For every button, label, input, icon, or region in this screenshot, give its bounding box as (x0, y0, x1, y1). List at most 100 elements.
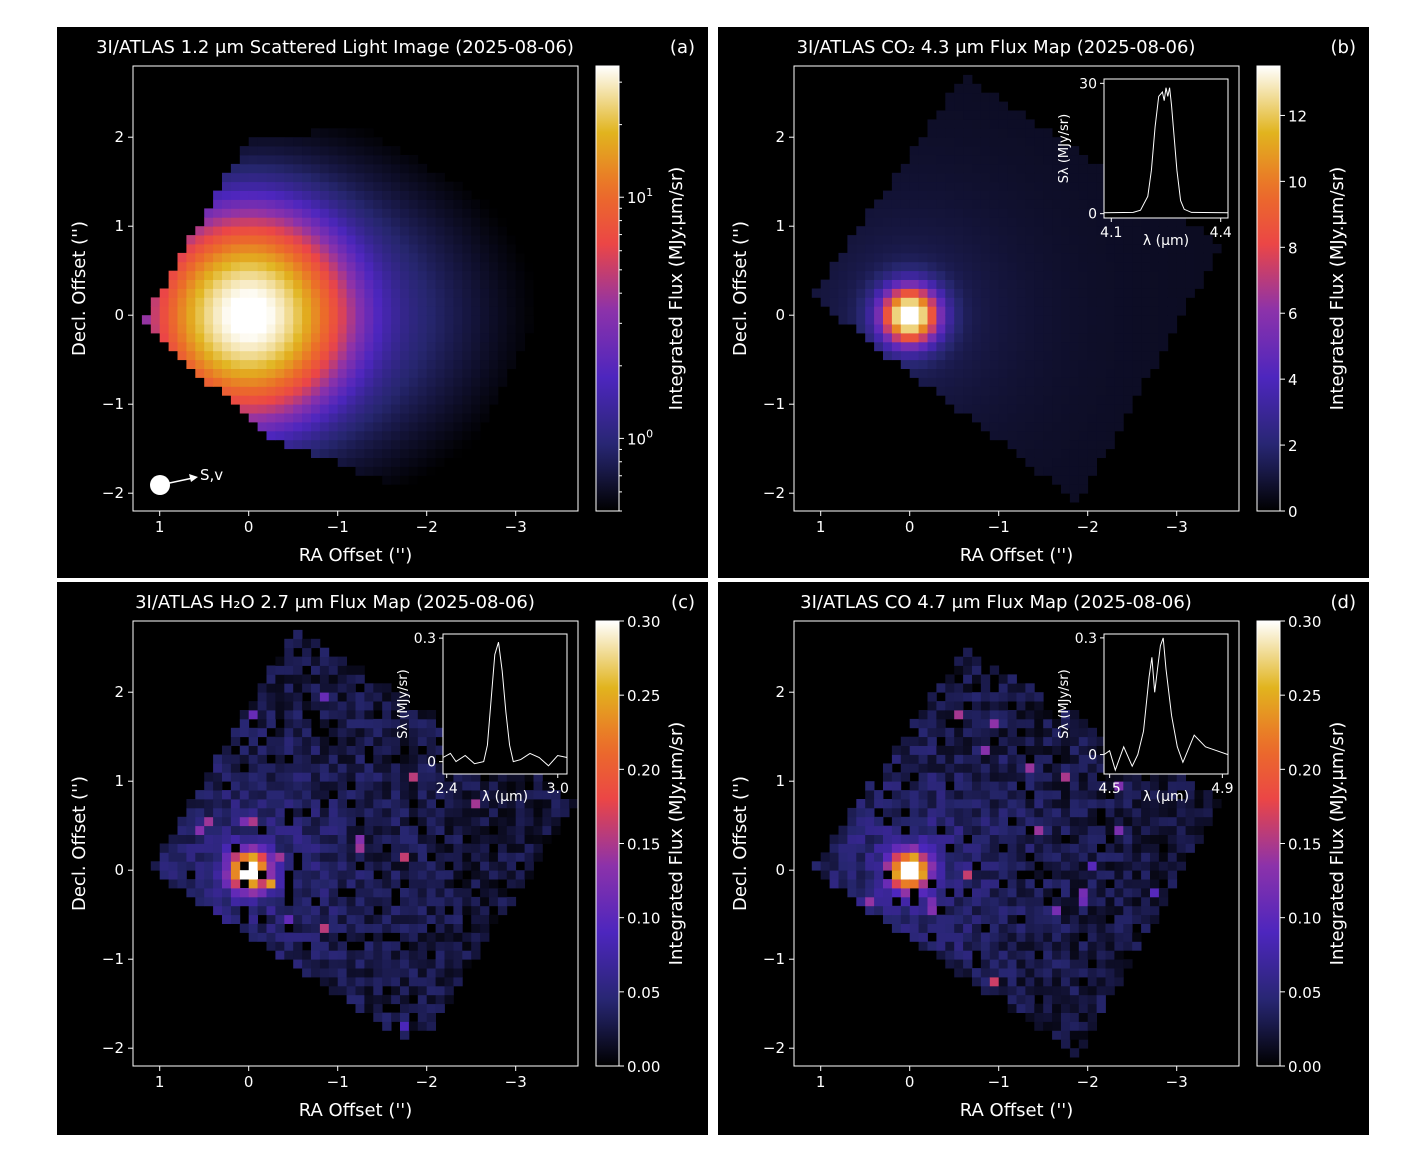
heatmap-pixel (302, 333, 312, 343)
heatmap-pixel (1078, 834, 1089, 844)
heatmap-pixel (1043, 244, 1053, 254)
heatmap-pixel (222, 852, 232, 862)
heatmap-pixel (1078, 879, 1089, 889)
heatmap-pixel (302, 781, 312, 791)
heatmap-pixel (883, 772, 893, 782)
heatmap-pixel (1150, 790, 1160, 800)
heatmap-pixel (1114, 905, 1124, 916)
heatmap-pixel (560, 252, 570, 263)
heatmap-pixel (319, 181, 330, 191)
heatmap-pixel (319, 190, 330, 200)
heatmap-pixel (865, 870, 875, 880)
heatmap-pixel (936, 128, 946, 138)
heatmap-pixel (364, 137, 374, 147)
heatmap-pixel (980, 790, 991, 800)
heatmap-pixel (480, 905, 490, 916)
heatmap-pixel (1061, 1003, 1071, 1013)
heatmap-pixel (1078, 843, 1089, 853)
heatmap-pixel (239, 190, 250, 200)
heatmap-pixel (972, 155, 982, 165)
heatmap-pixel (963, 163, 973, 174)
heatmap-pixel (346, 252, 356, 263)
heatmap-pixel (311, 368, 321, 378)
heatmap-pixel (998, 834, 1008, 844)
heatmap-pixel (248, 843, 258, 853)
heatmap-pixel (355, 341, 365, 352)
heatmap-pixel (1052, 350, 1062, 361)
heatmap-pixel (266, 181, 276, 191)
heatmap-pixel (1025, 701, 1035, 711)
heatmap-pixel (1043, 163, 1053, 174)
heatmap-pixel (293, 638, 303, 649)
heatmap-pixel (865, 315, 875, 325)
heatmap-pixel (311, 359, 321, 369)
heatmap-pixel (328, 377, 339, 387)
heatmap-pixel (293, 870, 303, 880)
heatmap-pixel (551, 261, 561, 272)
heatmap-pixel (918, 146, 928, 156)
heatmap-pixel (328, 905, 339, 916)
heatmap-pixel (302, 879, 312, 889)
heatmap-pixel (382, 306, 392, 316)
heatmap-pixel (900, 359, 911, 369)
heatmap-pixel (417, 781, 428, 791)
heatmap-pixel (1185, 252, 1195, 263)
heatmap-pixel (945, 834, 955, 844)
heatmap-pixel (346, 745, 356, 755)
heatmap-pixel (1158, 896, 1169, 907)
heatmap-pixel (972, 692, 982, 702)
inset-x-tick-label: 4.9 (1211, 781, 1233, 797)
heatmap-pixel (874, 252, 884, 263)
heatmap-pixel (936, 155, 946, 165)
heatmap-pixel (891, 745, 902, 755)
heatmap-pixel (293, 422, 303, 432)
heatmap-pixel (328, 333, 339, 343)
heatmap-pixel (364, 439, 374, 450)
heatmap-pixel (319, 252, 330, 263)
heatmap-pixel (998, 128, 1008, 138)
heatmap-pixel (239, 896, 250, 907)
heatmap-pixel (1150, 235, 1160, 245)
heatmap-pixel (936, 923, 946, 933)
heatmap-pixel (204, 879, 214, 889)
heatmap-pixel (293, 923, 303, 933)
heatmap-pixel (355, 807, 365, 818)
heatmap-pixel (417, 1021, 428, 1031)
heatmap-pixel (284, 306, 294, 316)
heatmap-pixel (382, 466, 392, 476)
heatmap-pixel (230, 333, 241, 343)
heatmap-pixel (480, 825, 490, 835)
heatmap-pixel (1043, 781, 1053, 791)
heatmap-pixel (230, 315, 241, 325)
heatmap-pixel (355, 315, 365, 325)
heatmap-pixel (918, 226, 928, 236)
heatmap-pixel (293, 772, 303, 782)
heatmap-pixel (293, 843, 303, 853)
heatmap-pixel (293, 146, 303, 156)
heatmap-pixel (891, 181, 902, 191)
heatmap-pixel (1052, 914, 1062, 924)
inset-x-label: λ (μm) (1143, 233, 1189, 249)
heatmap-pixel (963, 968, 973, 978)
heatmap-pixel (865, 226, 875, 236)
heatmap-pixel (1114, 252, 1124, 263)
heatmap-pixel (471, 799, 481, 809)
heatmap-pixel (1087, 745, 1097, 755)
heatmap-pixel (918, 914, 928, 924)
heatmap-pixel (1158, 807, 1169, 818)
heatmap-pixel (462, 404, 472, 414)
colorbar-tick-label: 4 (1288, 371, 1298, 389)
heatmap-pixel (972, 324, 982, 334)
heatmap-pixel (480, 395, 490, 405)
heatmap-pixel (302, 701, 312, 711)
heatmap-pixel (257, 270, 267, 280)
heatmap-pixel (204, 861, 214, 871)
heatmap-pixel (1176, 816, 1186, 827)
heatmap-pixel (284, 279, 294, 289)
heatmap-pixel (989, 834, 1000, 844)
heatmap-pixel (382, 923, 392, 933)
heatmap-pixel (1069, 932, 1080, 942)
heatmap-pixel (275, 217, 285, 227)
heatmap-pixel (435, 888, 445, 898)
heatmap-pixel (497, 208, 508, 218)
